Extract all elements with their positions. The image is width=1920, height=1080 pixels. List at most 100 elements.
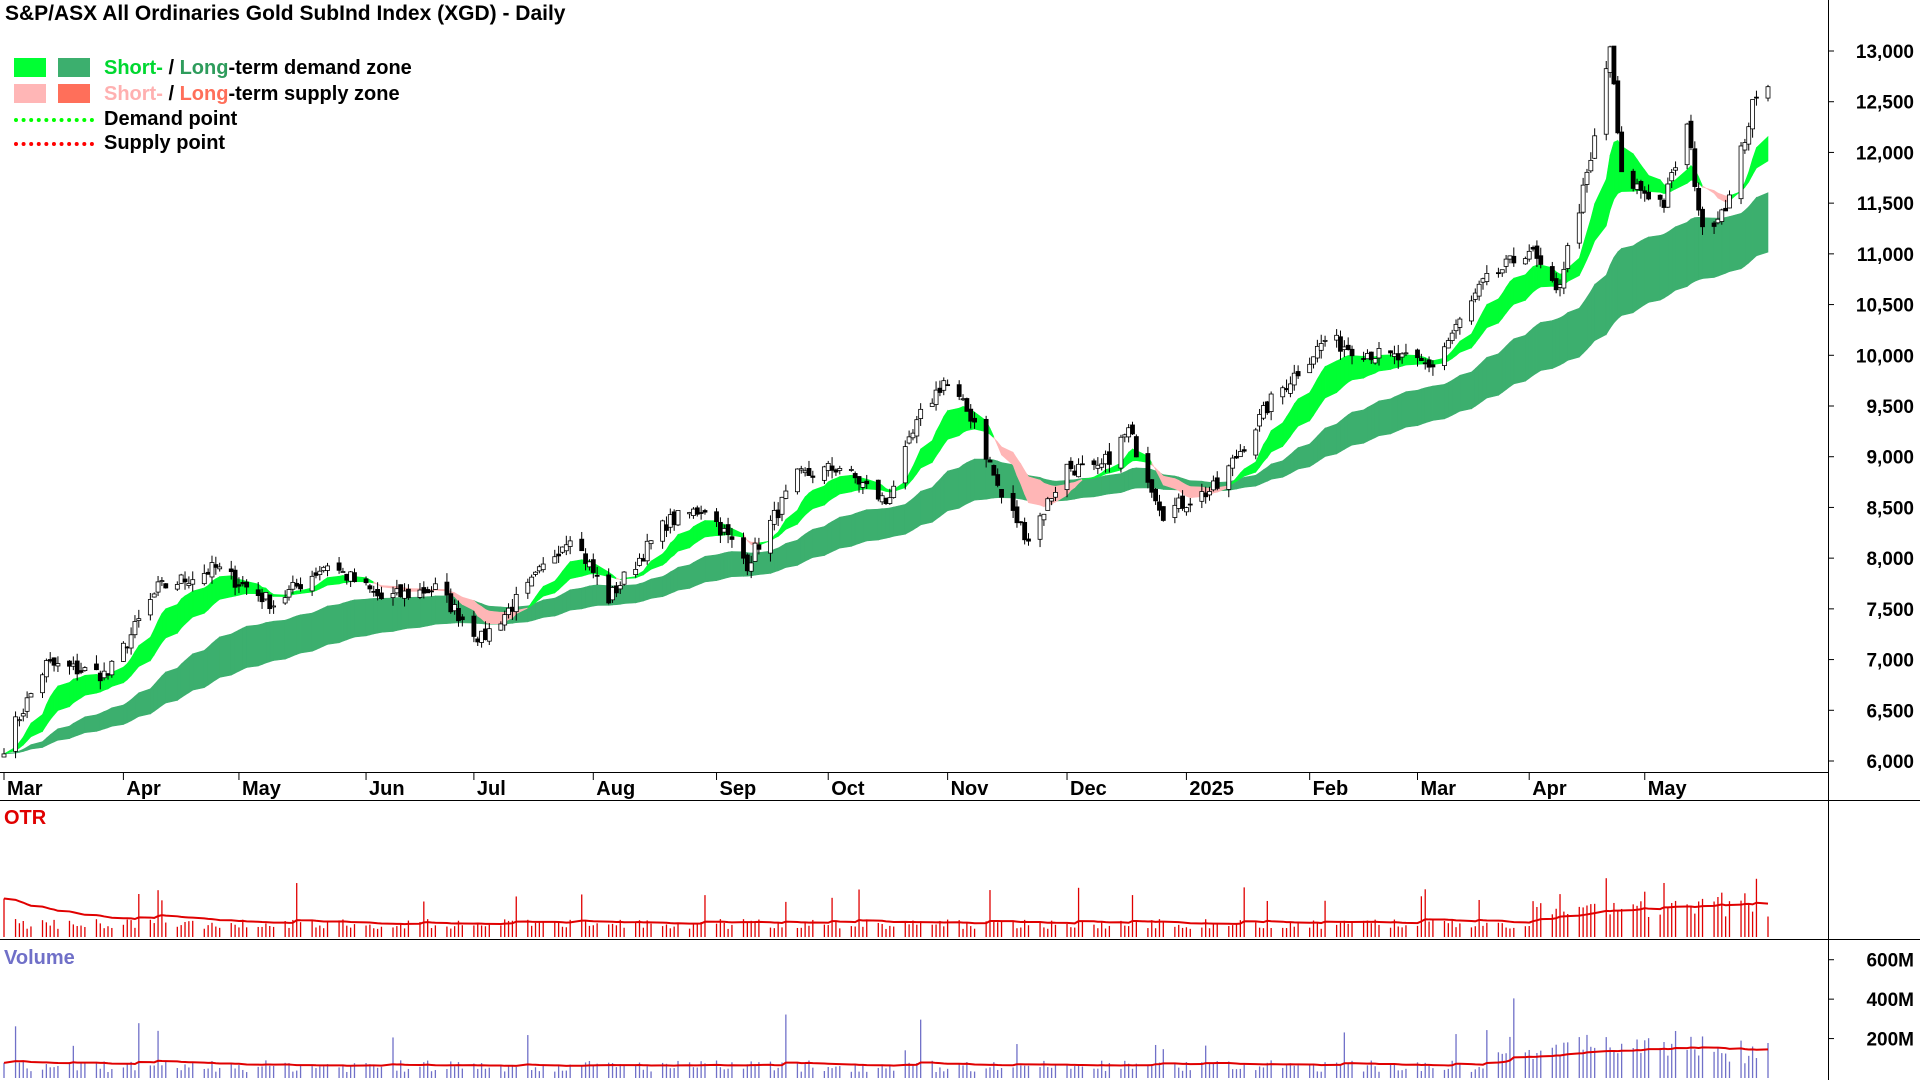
- long-term-zone: [435, 595, 448, 625]
- long-term-zone: [554, 595, 559, 617]
- short-term-zone: [808, 489, 814, 513]
- short-term-zone: [1267, 430, 1272, 459]
- long-term-zone: [804, 531, 810, 562]
- long-term-zone: [862, 509, 868, 543]
- candle-body: [995, 474, 1001, 486]
- x-tick-label: May: [242, 778, 282, 800]
- candle-body: [1264, 401, 1270, 414]
- long-term-zone: [1532, 324, 1538, 377]
- short-term-zone: [161, 607, 167, 644]
- candle-body: [1311, 356, 1316, 365]
- candle-body: [1184, 507, 1189, 513]
- candle-body: [1607, 46, 1613, 73]
- candle-body: [147, 599, 153, 616]
- candle-body: [163, 583, 169, 589]
- candle-body: [533, 571, 538, 575]
- short-term-zone: [1097, 472, 1102, 478]
- short-term-zone: [1713, 189, 1719, 199]
- short-term-zone: [1313, 378, 1318, 417]
- long-term-zone: [1552, 318, 1557, 370]
- candle-body: [1530, 247, 1536, 250]
- long-term-zone: [727, 551, 733, 578]
- candle-body: [852, 473, 858, 479]
- long-term-zone: [650, 576, 663, 599]
- long-term-zone: [831, 518, 837, 553]
- long-term-zone: [1752, 196, 1757, 261]
- y-tick-label: 9,000: [1866, 448, 1914, 469]
- candle-body: [232, 569, 238, 588]
- long-term-zone: [866, 508, 879, 542]
- long-term-zone: [785, 539, 798, 568]
- long-term-zone: [958, 464, 964, 509]
- candle-body: [379, 592, 384, 600]
- y-tick-label: 6,500: [1866, 701, 1914, 722]
- candle-body: [891, 485, 897, 498]
- candle-body: [1692, 148, 1698, 187]
- candle-body: [1495, 272, 1501, 275]
- candle-body: [1018, 521, 1024, 524]
- short-term-zone: [566, 560, 571, 584]
- short-term-zone: [700, 520, 706, 540]
- short-term-zone: [488, 610, 502, 625]
- long-term-zone: [639, 582, 644, 603]
- candle-body: [394, 588, 400, 594]
- short-term-zone: [612, 574, 617, 580]
- candle-body: [633, 569, 639, 575]
- candle-body: [1630, 170, 1636, 189]
- candle-body: [498, 623, 504, 631]
- candle-body: [1103, 453, 1108, 465]
- candle-body: [775, 509, 781, 519]
- short-term-zone: [1486, 298, 1499, 329]
- candle-body: [1322, 339, 1328, 342]
- long-term-zone: [677, 564, 690, 591]
- candle-body: [321, 566, 327, 572]
- long-term-zone: [1621, 245, 1634, 316]
- short-term-zone: [908, 466, 914, 484]
- long-term-zone: [1390, 396, 1395, 435]
- candle-body: [28, 693, 34, 698]
- candle-body: [798, 468, 804, 471]
- candle-body: [1176, 497, 1182, 509]
- short-term-zone: [1451, 345, 1457, 360]
- candle-body: [101, 670, 107, 679]
- candle-body: [1715, 218, 1721, 224]
- long-term-zone: [22, 746, 28, 752]
- short-term-zone: [1478, 311, 1484, 339]
- short-term-zone: [369, 579, 375, 584]
- candle-body: [1026, 538, 1031, 542]
- candle-body: [124, 646, 130, 649]
- long-term-zone: [207, 642, 213, 686]
- zones-layer: [3, 135, 1769, 755]
- candle-body: [583, 553, 588, 564]
- short-term-zone: [824, 481, 829, 506]
- x-tick-label: Aug: [596, 778, 635, 800]
- candle-body: [968, 408, 974, 422]
- candle-body: [1638, 181, 1644, 191]
- long-term-zone: [350, 599, 355, 639]
- long-term-zone: [57, 725, 70, 741]
- legend-sep: /: [162, 57, 180, 79]
- candle-body: [1688, 120, 1694, 148]
- candle-body: [1072, 470, 1078, 476]
- candle-body: [1395, 353, 1401, 361]
- long-term-zone: [1374, 400, 1380, 439]
- candle-body: [1669, 172, 1675, 182]
- price-axis: 13,000 12,500 12,000 11,500 11,000 10,500 10,0…: [1828, 42, 1914, 773]
- long-term-zone: [893, 504, 906, 537]
- candle-body: [502, 614, 508, 626]
- candle-body: [810, 475, 816, 478]
- short-term-zone: [1686, 164, 1692, 184]
- y-tick-label: 12,000: [1856, 143, 1914, 164]
- candle-body: [744, 554, 750, 572]
- short-term-zone: [958, 405, 964, 437]
- candle-body: [325, 565, 330, 571]
- candle-body: [1122, 434, 1128, 438]
- short-term-zone: [920, 440, 933, 469]
- candle-body: [432, 583, 438, 590]
- volume-panel: [3, 998, 1769, 1078]
- candle-body: [833, 469, 839, 473]
- short-term-zone: [315, 582, 321, 592]
- long-term-zone: [1120, 471, 1126, 494]
- legend-supply-rest: -term supply zone: [228, 83, 400, 105]
- short-term-zone: [1702, 185, 1715, 194]
